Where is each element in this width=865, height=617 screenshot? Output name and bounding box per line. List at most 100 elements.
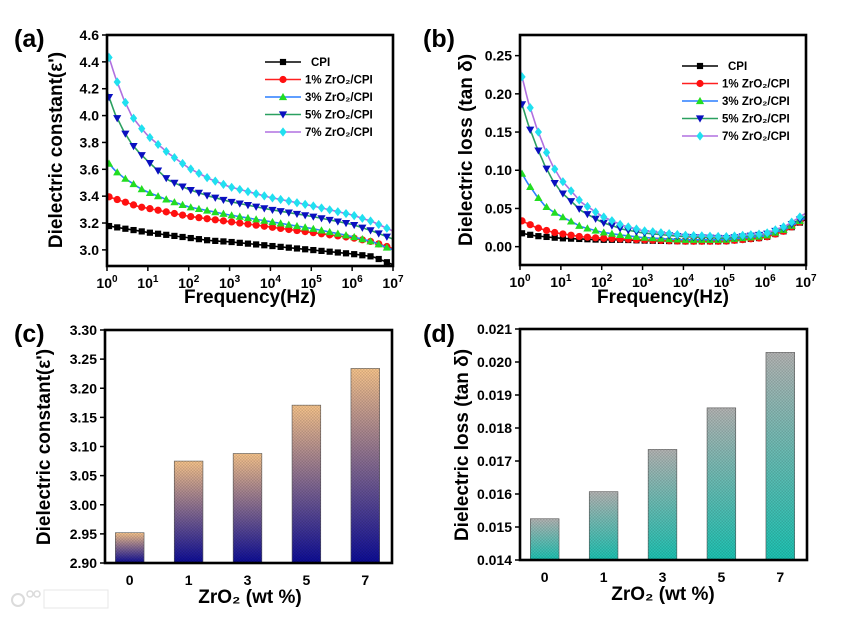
data-point: [763, 228, 771, 238]
bar-texture-overlay: [233, 453, 262, 563]
legend-marker: [696, 79, 704, 88]
y-tick-label: 3.00: [70, 497, 97, 513]
data-point: [747, 230, 755, 240]
data-point: [268, 193, 277, 203]
x-tick-label: 105: [714, 273, 736, 290]
y-tick-label: 0.15: [485, 124, 512, 140]
y-tick-label: 0.017: [477, 453, 512, 469]
data-point: [583, 201, 592, 212]
y-axis-title: Dielectric constant(ε'): [34, 349, 55, 545]
y-tick-label: 3.20: [70, 380, 97, 396]
data-point: [138, 228, 145, 235]
x-tick-label: 105: [301, 274, 323, 291]
y-axis-title: Dielectric loss (tan δ): [452, 349, 473, 541]
data-point: [326, 248, 333, 255]
data-point: [171, 232, 178, 240]
y-tick-label: 3.30: [70, 322, 97, 338]
data-point: [366, 237, 375, 245]
data-point: [755, 229, 763, 239]
x-tick-label: 5: [303, 572, 311, 588]
data-point: [178, 200, 187, 208]
data-point: [632, 232, 641, 240]
data-point: [211, 216, 219, 224]
data-point: [526, 221, 534, 229]
x-tick-label: 7: [361, 572, 369, 588]
panel-b: (b) 0.00 0.05 0.10 0.15 0.20 0.25 Dielectric lo…: [423, 25, 817, 308]
data-point: [292, 210, 302, 219]
x-tick-label: 102: [178, 274, 200, 291]
data-point: [268, 206, 277, 215]
data-point: [244, 220, 252, 228]
data-point: [673, 229, 681, 240]
data-point: [566, 217, 576, 225]
x-tick-exponent: 0: [525, 273, 531, 284]
bar-7: [765, 352, 795, 561]
data-point: [146, 132, 154, 143]
data-point: [366, 216, 375, 226]
y-tick-label: 0.016: [477, 486, 512, 502]
data-point: [641, 226, 649, 236]
data-point: [269, 242, 276, 250]
panel-d: (d) 0.014 0.015 0.016 0.017 0.018 0.019 0.020 0.…: [423, 320, 809, 605]
series-0: [107, 222, 393, 266]
data-point: [243, 202, 253, 210]
data-point: [145, 160, 154, 168]
data-point: [542, 226, 551, 235]
legend-marker: [696, 62, 704, 70]
data-point: [534, 224, 542, 232]
y-tick-label: 0.05: [485, 200, 512, 216]
x-tick-exponent: 5: [316, 274, 322, 285]
y-tick-label: 4.6: [80, 27, 100, 43]
data-point: [301, 199, 309, 209]
data-point: [575, 205, 584, 213]
legend-label: 5% ZrO₂/CPI: [305, 110, 373, 122]
data-point: [714, 231, 722, 242]
data-point: [559, 230, 567, 238]
legend-label: 7% ZrO₂/CPI: [305, 127, 373, 139]
panel-label: (d): [423, 320, 455, 348]
x-tick-label: 0: [126, 572, 134, 588]
x-tick-base: 10: [137, 275, 153, 291]
data-point: [195, 236, 203, 243]
data-point: [260, 205, 269, 213]
data-point: [130, 226, 137, 234]
data-point: [301, 223, 310, 231]
data-point: [551, 164, 559, 174]
legend-label: 3% ZrO₂/CPI: [722, 96, 790, 108]
data-point: [236, 219, 244, 227]
data-point: [567, 186, 575, 196]
data-point: [277, 194, 285, 205]
y-tick-label: 0.015: [477, 519, 512, 535]
data-point: [698, 231, 706, 241]
data-point: [154, 230, 162, 237]
x-tick-base: 10: [96, 275, 112, 291]
x-tick-label: 1: [185, 572, 193, 588]
data-point: [558, 190, 567, 198]
bar-5: [706, 407, 737, 561]
x-tick-label: 101: [137, 274, 159, 291]
y-tick-label: 0.20: [485, 86, 512, 102]
data-point: [527, 231, 534, 238]
data-point: [591, 215, 600, 223]
data-point: [113, 115, 122, 123]
data-point: [107, 159, 114, 167]
x-axis-title: Frequency(Hz): [184, 287, 316, 308]
data-point: [333, 218, 342, 226]
data-point: [220, 238, 227, 245]
data-point: [107, 193, 113, 201]
data-point: [779, 222, 788, 232]
data-point: [107, 52, 113, 63]
data-point: [260, 216, 269, 224]
legend: CPI 1% ZrO₂/CPI 3% ZrO₂/CPI 5% ZrO₂/CPI 7% Z…: [265, 57, 373, 139]
data-point: [534, 193, 543, 202]
data-point: [551, 234, 558, 241]
data-point: [154, 139, 162, 150]
data-point: [219, 217, 228, 225]
data-point: [277, 224, 285, 232]
data-point: [285, 244, 292, 251]
data-point: [162, 146, 170, 157]
y-tick-label: 0.25: [485, 48, 512, 64]
bar-texture-overlay: [589, 491, 618, 560]
x-tick-label: 103: [219, 274, 241, 291]
data-point: [113, 195, 121, 204]
